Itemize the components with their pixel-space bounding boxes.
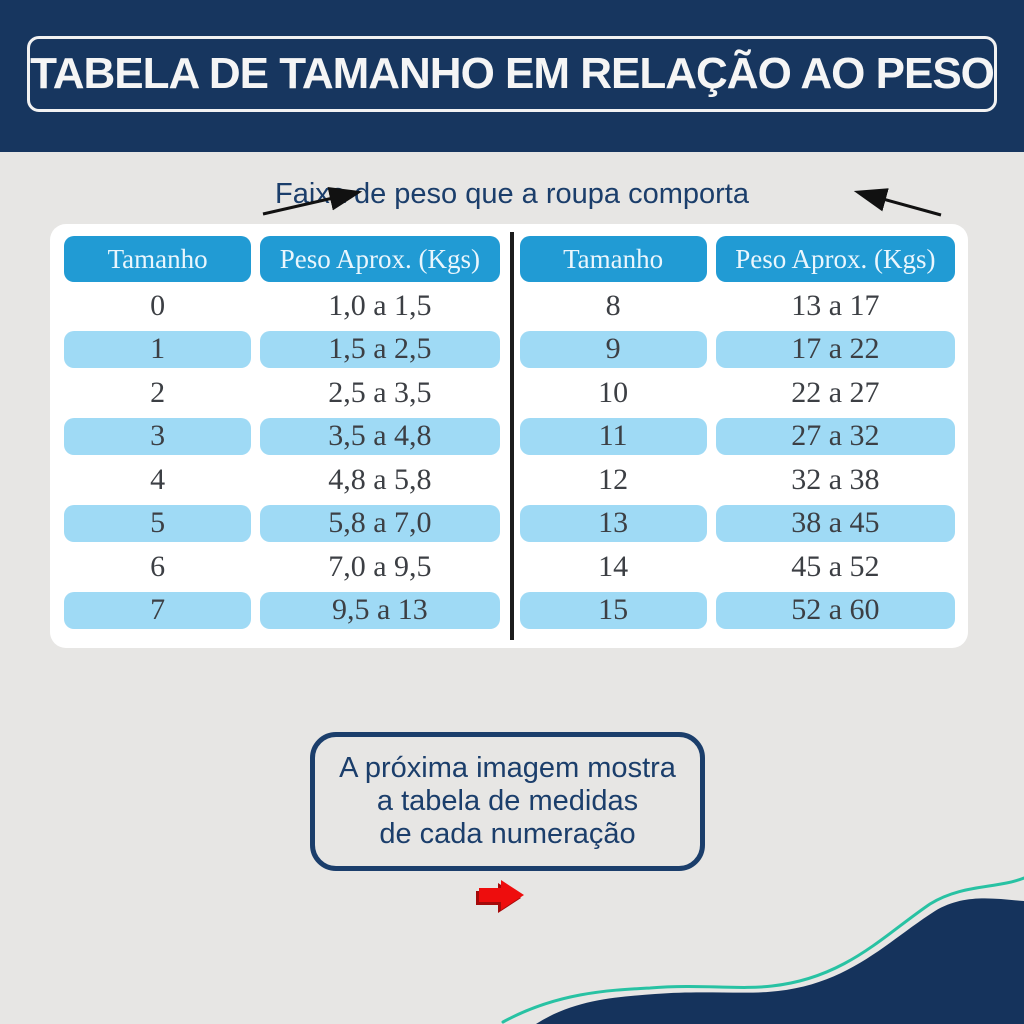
wave-decoration-icon	[501, 876, 1024, 1024]
page-title: TABELA DE TAMANHO EM RELAÇÃO AO PESO	[30, 49, 995, 98]
table-header-row: Tamanho Peso Aprox. (Kgs)	[519, 236, 955, 282]
weight-cell: 1,0 a 1,5	[328, 288, 432, 322]
weight-column-header: Peso Aprox. (Kgs)	[715, 236, 955, 282]
weight-cell: 9,5 a 13	[260, 591, 500, 629]
subtitle-text: Faixa de peso que a roupa comporta	[275, 178, 749, 210]
size-table-right-body: 8 13 a 17 9 17 a 22 10 22 a 27 11 27 a 32 12 32 a…	[519, 284, 956, 633]
weight-cell: 22 a 27	[791, 375, 880, 409]
note-line: de cada numeração	[379, 818, 636, 850]
table-row: 7 9,5 a 13	[64, 589, 500, 633]
table-divider	[509, 232, 514, 640]
table-row: 10 22 a 27	[520, 371, 956, 415]
table-row: 5 5,8 a 7,0	[64, 502, 500, 546]
size-cell: 13	[519, 504, 707, 542]
weight-cell: 17 a 22	[715, 330, 955, 368]
table-row: 11 27 a 32	[519, 415, 955, 459]
size-cell: 1	[64, 330, 252, 368]
table-row: 8 13 a 17	[520, 284, 956, 328]
size-cell: 10	[598, 375, 629, 409]
size-cell: 7	[64, 591, 252, 629]
size-cell: 11	[519, 417, 707, 455]
note-line: A próxima imagem mostra	[339, 752, 676, 784]
weight-cell: 32 a 38	[791, 462, 880, 496]
size-cell: 3	[64, 417, 252, 455]
size-table-left: Tamanho Peso Aprox. (Kgs) 0 1,0 a 1,5 1 1,5…	[50, 224, 510, 648]
table-row: 4 4,8 a 5,8	[64, 458, 500, 502]
size-cell: 2	[150, 375, 166, 409]
size-table-right: Tamanho Peso Aprox. (Kgs) 8 13 a 17 9 17 a …	[514, 224, 969, 648]
table-row: 13 38 a 45	[519, 502, 955, 546]
weight-cell: 2,5 a 3,5	[328, 375, 432, 409]
table-row: 9 17 a 22	[519, 328, 955, 372]
title-banner: TABELA DE TAMANHO EM RELAÇÃO AO PESO	[0, 0, 1024, 152]
weight-cell: 38 a 45	[715, 504, 955, 542]
note-box: A próxima imagem mostra a tabela de medi…	[310, 732, 705, 871]
table-row: 14 45 a 52	[520, 545, 956, 589]
note-line: a tabela de medidas	[376, 785, 639, 817]
size-cell: 6	[150, 549, 166, 583]
weight-cell: 52 a 60	[715, 591, 955, 629]
table-row: 15 52 a 60	[519, 589, 955, 633]
table-row: 3 3,5 a 4,8	[64, 415, 500, 459]
table-row: 2 2,5 a 3,5	[64, 371, 500, 415]
size-cell: 0	[150, 288, 166, 322]
table-row: 1 1,5 a 2,5	[64, 328, 500, 372]
weight-cell: 27 a 32	[715, 417, 955, 455]
size-cell: 4	[150, 462, 166, 496]
title-frame: TABELA DE TAMANHO EM RELAÇÃO AO PESO	[27, 36, 997, 112]
size-cell: 8	[605, 288, 621, 322]
table-header-row: Tamanho Peso Aprox. (Kgs)	[64, 236, 500, 282]
size-column-header: Tamanho	[64, 236, 252, 282]
weight-cell: 5,8 a 7,0	[260, 504, 500, 542]
weight-cell: 13 a 17	[791, 288, 880, 322]
size-column-header: Tamanho	[519, 236, 707, 282]
weight-cell: 4,8 a 5,8	[328, 462, 432, 496]
size-cell: 5	[64, 504, 252, 542]
weight-column-header: Peso Aprox. (Kgs)	[260, 236, 500, 282]
weight-cell: 3,5 a 4,8	[260, 417, 500, 455]
table-row: 12 32 a 38	[520, 458, 956, 502]
size-cell: 14	[598, 549, 629, 583]
size-cell: 9	[519, 330, 707, 368]
weight-cell: 7,0 a 9,5	[328, 549, 432, 583]
size-table-card: Tamanho Peso Aprox. (Kgs) 0 1,0 a 1,5 1 1,5…	[50, 224, 968, 648]
weight-cell: 1,5 a 2,5	[260, 330, 500, 368]
next-arrow-icon	[476, 880, 524, 913]
size-cell: 15	[519, 591, 707, 629]
size-cell: 12	[598, 462, 629, 496]
table-row: 6 7,0 a 9,5	[64, 545, 500, 589]
table-row: 0 1,0 a 1,5	[64, 284, 500, 328]
size-table-left-body: 0 1,0 a 1,5 1 1,5 a 2,5 2 2,5 a 3,5 3 3,5 a 4,8…	[64, 284, 500, 632]
weight-cell: 45 a 52	[791, 549, 880, 583]
